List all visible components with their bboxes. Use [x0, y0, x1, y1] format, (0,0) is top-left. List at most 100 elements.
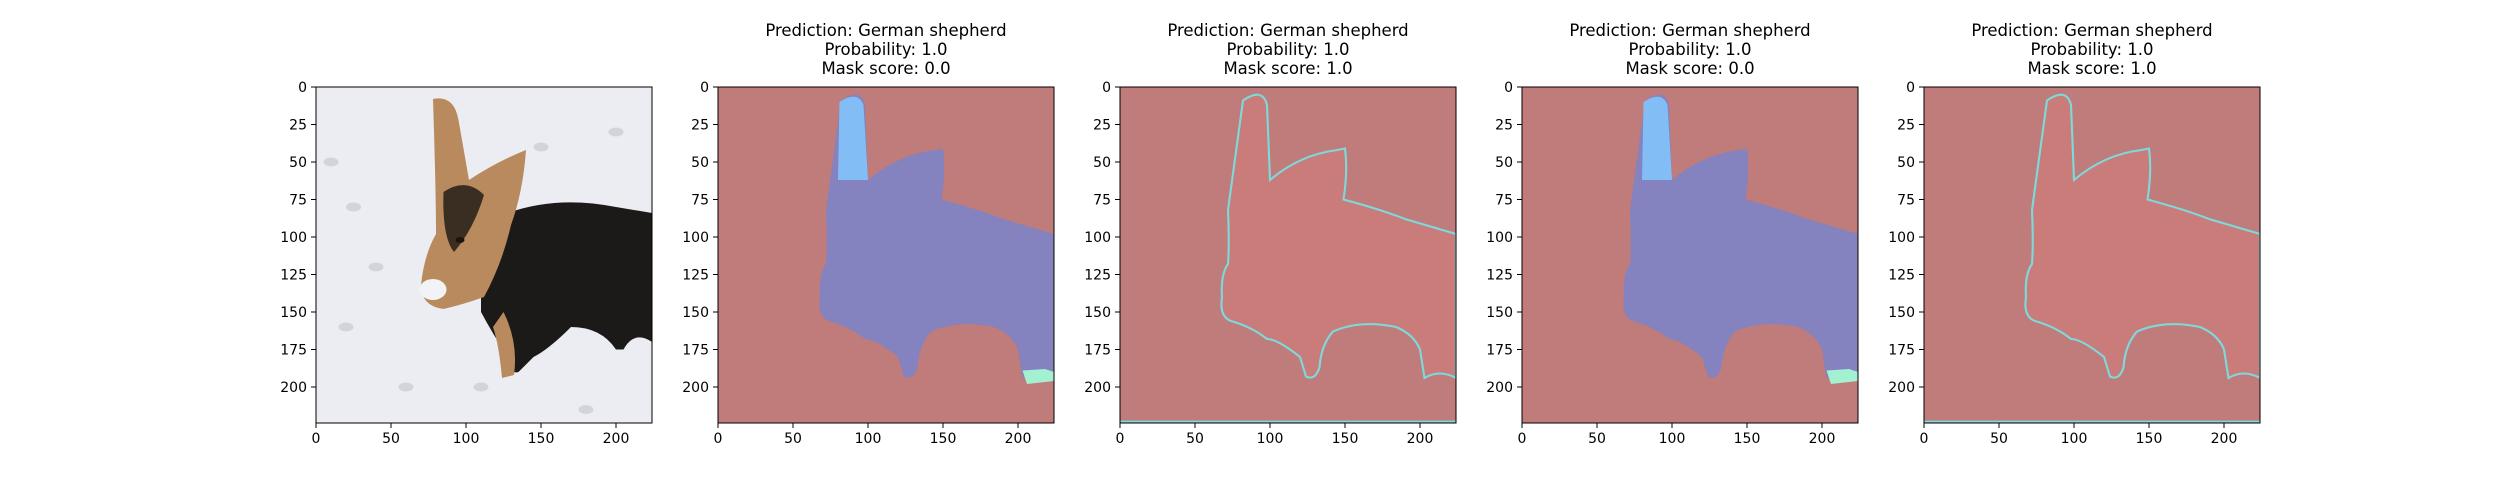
y-tick-label: 150	[1888, 305, 1915, 321]
x-tick-label: 0	[312, 431, 321, 447]
panel-title-line-2: Mask score: 1.0	[1223, 59, 1352, 78]
y-tick-label: 25	[1897, 118, 1915, 134]
x-tick-label: 50	[382, 431, 400, 447]
y-tick-label: 200	[682, 380, 709, 396]
y-tick-label: 0	[1906, 80, 1915, 96]
panel-0: 0 50 100 150 200 0 25 50 75 100 125 150 175 200	[280, 80, 653, 447]
y-tick-label: 100	[280, 230, 307, 246]
panel-title-line-0: Prediction: German shepherd	[1569, 21, 1810, 40]
panel-title-line-0: Prediction: German shepherd	[1167, 21, 1408, 40]
footprint-7	[533, 142, 549, 152]
y-tick-label: 25	[691, 118, 709, 134]
axes-frame	[315, 86, 653, 424]
y-tick-label: 0	[298, 80, 307, 96]
x-tick-label: 100	[1659, 431, 1686, 447]
y-tick-label: 0	[1504, 80, 1513, 96]
panel-4: 0 50 100 150 200 0 25 50 75 100 125 150 175 200 Predic…	[1888, 21, 2261, 447]
y-tick-label: 125	[1084, 268, 1111, 284]
x-tick-label: 100	[2061, 431, 2088, 447]
x-tick-label: 150	[930, 431, 957, 447]
foot-mask-region	[1826, 369, 1858, 384]
x-tick-label: 150	[1734, 431, 1761, 447]
y-tick-label: 75	[1897, 193, 1915, 209]
panel-title-line-2: Mask score: 0.0	[821, 59, 950, 78]
dog-face-marking	[443, 185, 484, 252]
axes-frame	[1923, 86, 2261, 424]
x-tick-label: 150	[1332, 431, 1359, 447]
axes-frame	[1119, 86, 1457, 424]
x-tick-label: 100	[1257, 431, 1284, 447]
panel-3: 0 50 100 150 200 0 25 50 75 100 125 150 175 200 Predic…	[1486, 21, 1859, 447]
x-tick-label: 200	[1005, 431, 1032, 447]
panel-content	[1924, 87, 2260, 423]
footprint-2	[368, 262, 384, 272]
y-tick-label: 175	[1888, 343, 1915, 359]
footprint-1	[346, 202, 361, 212]
y-tick-label: 75	[1495, 193, 1513, 209]
y-tick-label: 25	[1093, 118, 1111, 134]
x-tick-label: 200	[1809, 431, 1836, 447]
panel-content	[316, 87, 652, 423]
y-tick-label: 25	[289, 118, 307, 134]
y-tick-label: 200	[1486, 380, 1513, 396]
y-tick-label: 75	[289, 193, 307, 209]
y-tick-label: 100	[1888, 230, 1915, 246]
y-tick-label: 25	[1495, 118, 1513, 134]
y-tick-label: 100	[1486, 230, 1513, 246]
y-tick-label: 175	[682, 343, 709, 359]
panel-2: 0 50 100 150 200 0 25 50 75 100 125 150 175 200 Predic…	[1084, 21, 1457, 447]
y-tick-label: 175	[1486, 343, 1513, 359]
panel-title-line-2: Mask score: 0.0	[1625, 59, 1754, 78]
axes-frame	[717, 86, 1055, 424]
y-tick-label: 125	[1486, 268, 1513, 284]
y-tick-label: 150	[1486, 305, 1513, 321]
y-tick-label: 150	[682, 305, 709, 321]
y-tick-label: 100	[1084, 230, 1111, 246]
panel-title-line-0: Prediction: German shepherd	[765, 21, 1006, 40]
y-tick-label: 125	[1888, 268, 1915, 284]
x-tick-label: 50	[1186, 431, 1204, 447]
y-tick-label: 0	[700, 80, 709, 96]
y-tick-label: 50	[691, 155, 709, 171]
footprint-6	[578, 405, 594, 414]
y-tick-label: 50	[1093, 155, 1111, 171]
x-tick-label: 200	[1407, 431, 1434, 447]
x-tick-label: 200	[603, 431, 630, 447]
footprint-5	[473, 382, 489, 392]
y-tick-label: 200	[1888, 380, 1915, 396]
panel-title-line-1: Probability: 1.0	[1226, 40, 1349, 59]
footprint-3	[338, 322, 354, 332]
y-tick-label: 200	[280, 380, 307, 396]
snow-on-nose	[419, 279, 447, 300]
panel-1: 0 50 100 150 200 0 25 50 75 100 125 150 175 200 Predic…	[682, 21, 1055, 447]
axes-frame	[1521, 86, 1859, 424]
panel-title-line-1: Probability: 1.0	[1628, 40, 1751, 59]
y-tick-label: 50	[1897, 155, 1915, 171]
foot-mask-region	[1022, 369, 1054, 384]
x-tick-label: 0	[714, 431, 723, 447]
panel-content	[718, 87, 1054, 423]
x-tick-label: 50	[784, 431, 802, 447]
dog-body	[481, 202, 652, 373]
y-tick-label: 100	[682, 230, 709, 246]
dog-eye	[455, 237, 465, 243]
y-tick-label: 125	[280, 268, 307, 284]
x-tick-label: 0	[1116, 431, 1125, 447]
x-tick-label: 100	[453, 431, 480, 447]
y-tick-label: 150	[280, 305, 307, 321]
x-tick-label: 150	[2136, 431, 2163, 447]
ear-mask-region	[1642, 96, 1672, 180]
footprint-8	[608, 127, 624, 137]
y-tick-label: 50	[289, 155, 307, 171]
panel-title-line-2: Mask score: 1.0	[2027, 59, 2156, 78]
panel-content	[1120, 87, 1456, 423]
panel-title-line-0: Prediction: German shepherd	[1971, 21, 2212, 40]
x-tick-label: 50	[1588, 431, 1606, 447]
panel-title-line-1: Probability: 1.0	[824, 40, 947, 59]
x-tick-label: 150	[528, 431, 555, 447]
y-tick-label: 175	[280, 343, 307, 359]
x-tick-label: 50	[1990, 431, 2008, 447]
y-tick-label: 125	[682, 268, 709, 284]
dog-leg	[493, 312, 516, 378]
y-tick-label: 75	[1093, 193, 1111, 209]
